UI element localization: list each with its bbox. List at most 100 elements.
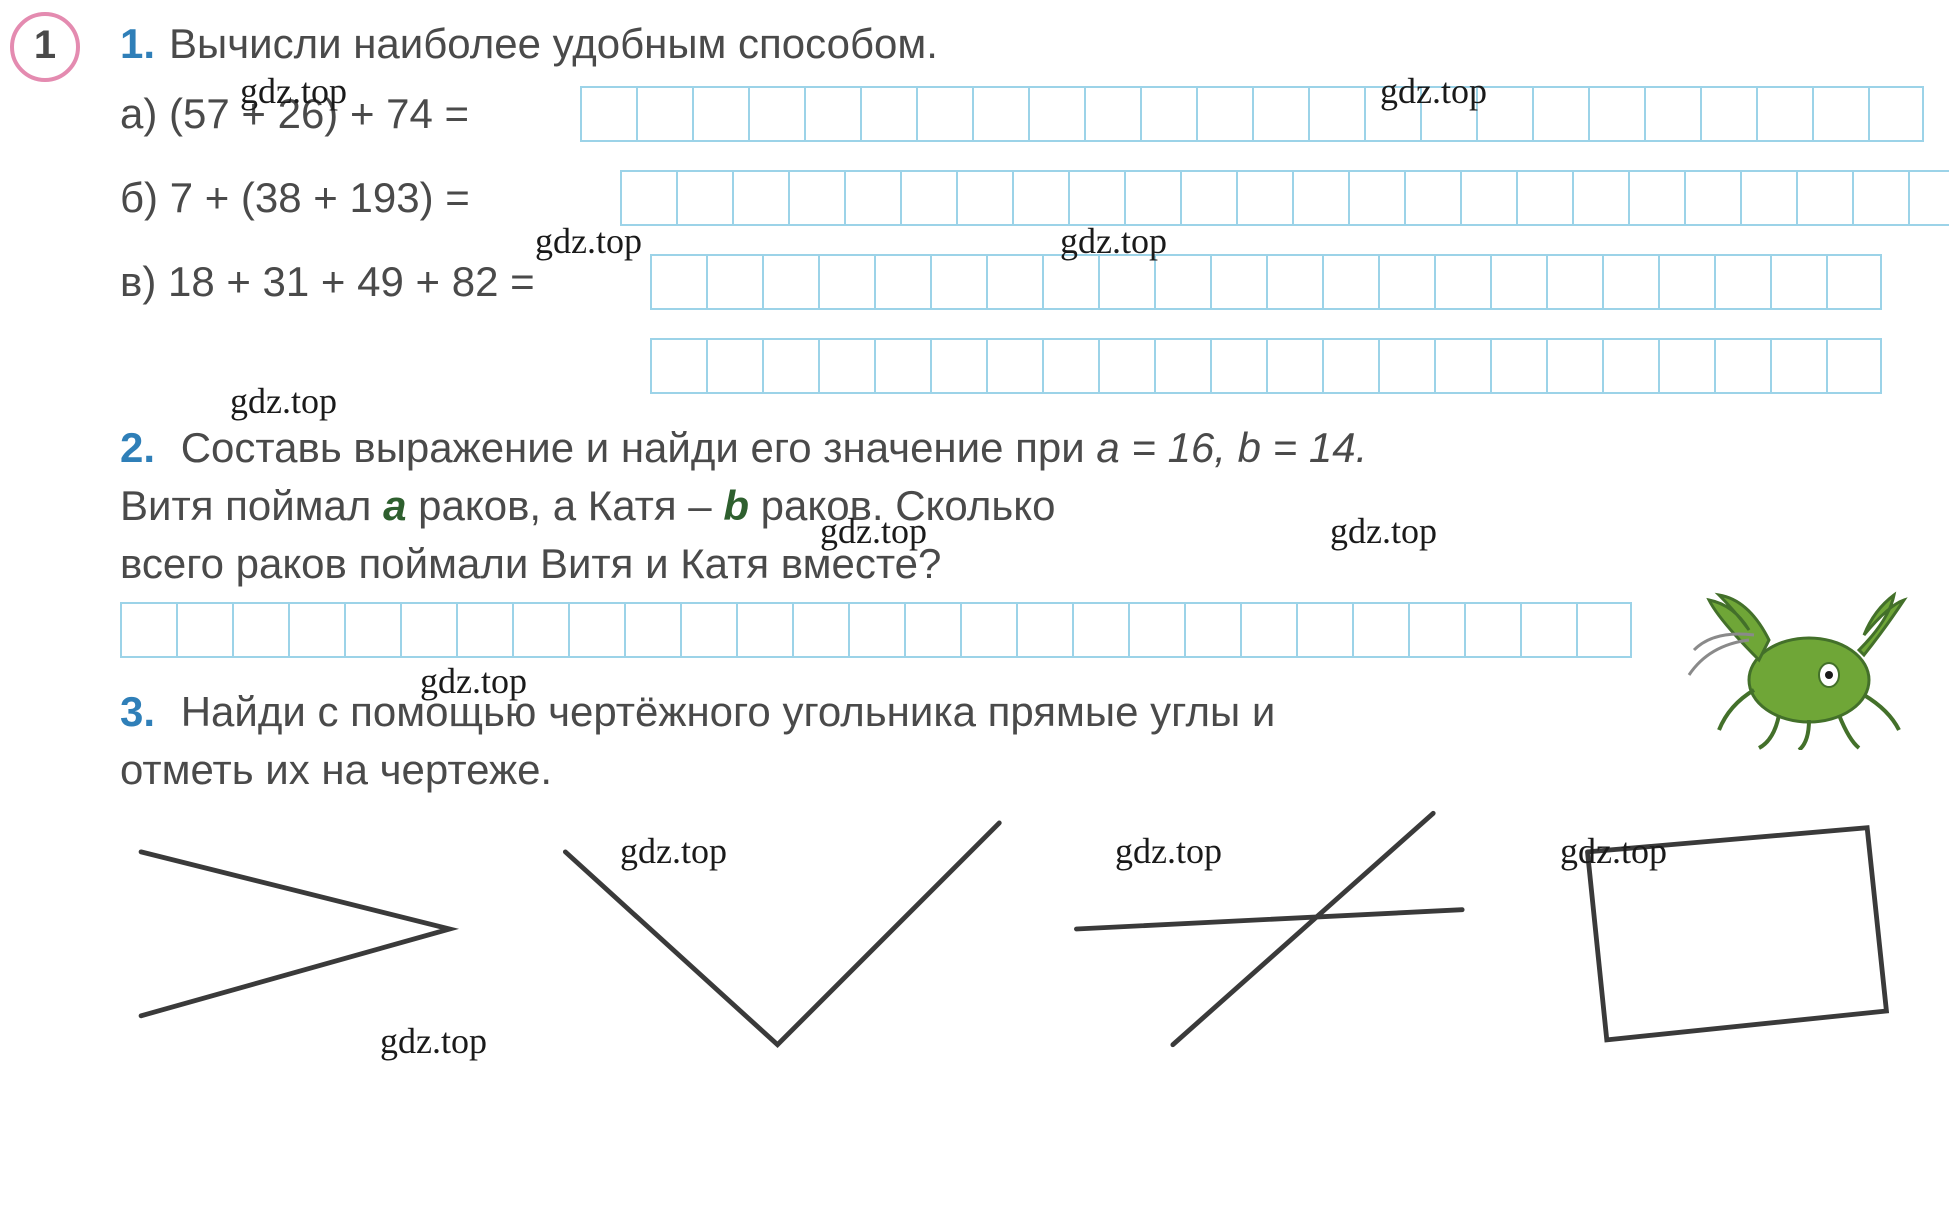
grid-cell[interactable] — [680, 602, 736, 658]
answer-cells-b[interactable] — [620, 170, 1949, 226]
grid-cell[interactable] — [650, 338, 706, 394]
grid-cell[interactable] — [288, 602, 344, 658]
grid-cell[interactable] — [930, 254, 986, 310]
grid-cell[interactable] — [818, 254, 874, 310]
task2-answer-cells[interactable] — [120, 602, 1909, 658]
grid-cell[interactable] — [1770, 254, 1826, 310]
grid-cell[interactable] — [1140, 86, 1196, 142]
grid-cell[interactable] — [636, 86, 692, 142]
grid-cell[interactable] — [1576, 602, 1632, 658]
grid-cell[interactable] — [860, 86, 916, 142]
grid-cell[interactable] — [1572, 170, 1628, 226]
grid-cell[interactable] — [874, 338, 930, 394]
grid-cell[interactable] — [1240, 602, 1296, 658]
grid-cell[interactable] — [1434, 254, 1490, 310]
grid-cell[interactable] — [1602, 338, 1658, 394]
grid-cell[interactable] — [1042, 254, 1098, 310]
grid-cell[interactable] — [818, 338, 874, 394]
grid-cell[interactable] — [1826, 254, 1882, 310]
grid-cell[interactable] — [692, 86, 748, 142]
grid-cell[interactable] — [1532, 86, 1588, 142]
grid-cell[interactable] — [1658, 338, 1714, 394]
grid-cell[interactable] — [736, 602, 792, 658]
grid-cell[interactable] — [650, 254, 706, 310]
grid-cell[interactable] — [1812, 86, 1868, 142]
grid-cell[interactable] — [904, 602, 960, 658]
grid-cell[interactable] — [1796, 170, 1852, 226]
grid-cell[interactable] — [1588, 86, 1644, 142]
grid-cell[interactable] — [1098, 338, 1154, 394]
grid-cell[interactable] — [1714, 254, 1770, 310]
grid-cell[interactable] — [960, 602, 1016, 658]
answer-cells-c2[interactable] — [650, 338, 1909, 394]
grid-cell[interactable] — [788, 170, 844, 226]
grid-cell[interactable] — [1464, 602, 1520, 658]
grid-cell[interactable] — [1378, 338, 1434, 394]
grid-cell[interactable] — [1072, 602, 1128, 658]
grid-cell[interactable] — [972, 86, 1028, 142]
grid-cell[interactable] — [1520, 602, 1576, 658]
grid-cell[interactable] — [762, 254, 818, 310]
grid-cell[interactable] — [1408, 602, 1464, 658]
grid-cell[interactable] — [580, 86, 636, 142]
grid-cell[interactable] — [512, 602, 568, 658]
grid-cell[interactable] — [1210, 254, 1266, 310]
grid-cell[interactable] — [762, 338, 818, 394]
grid-cell[interactable] — [1348, 170, 1404, 226]
answer-cells-c[interactable] — [650, 254, 1882, 310]
grid-cell[interactable] — [1740, 170, 1796, 226]
grid-cell[interactable] — [1322, 254, 1378, 310]
grid-cell[interactable] — [1028, 86, 1084, 142]
grid-cell[interactable] — [1042, 338, 1098, 394]
grid-cell[interactable] — [1124, 170, 1180, 226]
grid-cell[interactable] — [1516, 170, 1572, 226]
grid-cell[interactable] — [748, 86, 804, 142]
grid-cell[interactable] — [1826, 338, 1882, 394]
grid-cell[interactable] — [956, 170, 1012, 226]
grid-cell[interactable] — [1210, 338, 1266, 394]
grid-cell[interactable] — [1490, 338, 1546, 394]
answer-cells-a[interactable] — [580, 86, 1924, 142]
grid-cell[interactable] — [844, 170, 900, 226]
grid-cell[interactable] — [1296, 602, 1352, 658]
grid-cell[interactable] — [120, 602, 176, 658]
grid-cell[interactable] — [986, 338, 1042, 394]
grid-cell[interactable] — [706, 254, 762, 310]
grid-cell[interactable] — [1756, 86, 1812, 142]
grid-cell[interactable] — [1292, 170, 1348, 226]
grid-cell[interactable] — [1084, 86, 1140, 142]
grid-cell[interactable] — [848, 602, 904, 658]
grid-cell[interactable] — [792, 602, 848, 658]
grid-cell[interactable] — [1236, 170, 1292, 226]
grid-cell[interactable] — [804, 86, 860, 142]
grid-cell[interactable] — [568, 602, 624, 658]
grid-cell[interactable] — [1770, 338, 1826, 394]
grid-cell[interactable] — [1154, 338, 1210, 394]
grid-cell[interactable] — [1868, 86, 1924, 142]
grid-cell[interactable] — [1128, 602, 1184, 658]
grid-cell[interactable] — [1908, 170, 1949, 226]
grid-cell[interactable] — [930, 338, 986, 394]
grid-cell[interactable] — [1308, 86, 1364, 142]
grid-cell[interactable] — [916, 86, 972, 142]
grid-cell[interactable] — [732, 170, 788, 226]
grid-cell[interactable] — [1184, 602, 1240, 658]
grid-cell[interactable] — [1322, 338, 1378, 394]
grid-cell[interactable] — [1098, 254, 1154, 310]
grid-cell[interactable] — [1628, 170, 1684, 226]
grid-cell[interactable] — [1252, 86, 1308, 142]
grid-cell[interactable] — [1154, 254, 1210, 310]
grid-cell[interactable] — [1404, 170, 1460, 226]
grid-cell[interactable] — [1602, 254, 1658, 310]
grid-cell[interactable] — [1490, 254, 1546, 310]
grid-cell[interactable] — [1434, 338, 1490, 394]
grid-cell[interactable] — [1068, 170, 1124, 226]
grid-cell[interactable] — [344, 602, 400, 658]
grid-cell[interactable] — [1016, 602, 1072, 658]
grid-cell[interactable] — [900, 170, 956, 226]
grid-cell[interactable] — [232, 602, 288, 658]
grid-cell[interactable] — [1378, 254, 1434, 310]
grid-cell[interactable] — [620, 170, 676, 226]
grid-cell[interactable] — [624, 602, 680, 658]
grid-cell[interactable] — [1852, 170, 1908, 226]
